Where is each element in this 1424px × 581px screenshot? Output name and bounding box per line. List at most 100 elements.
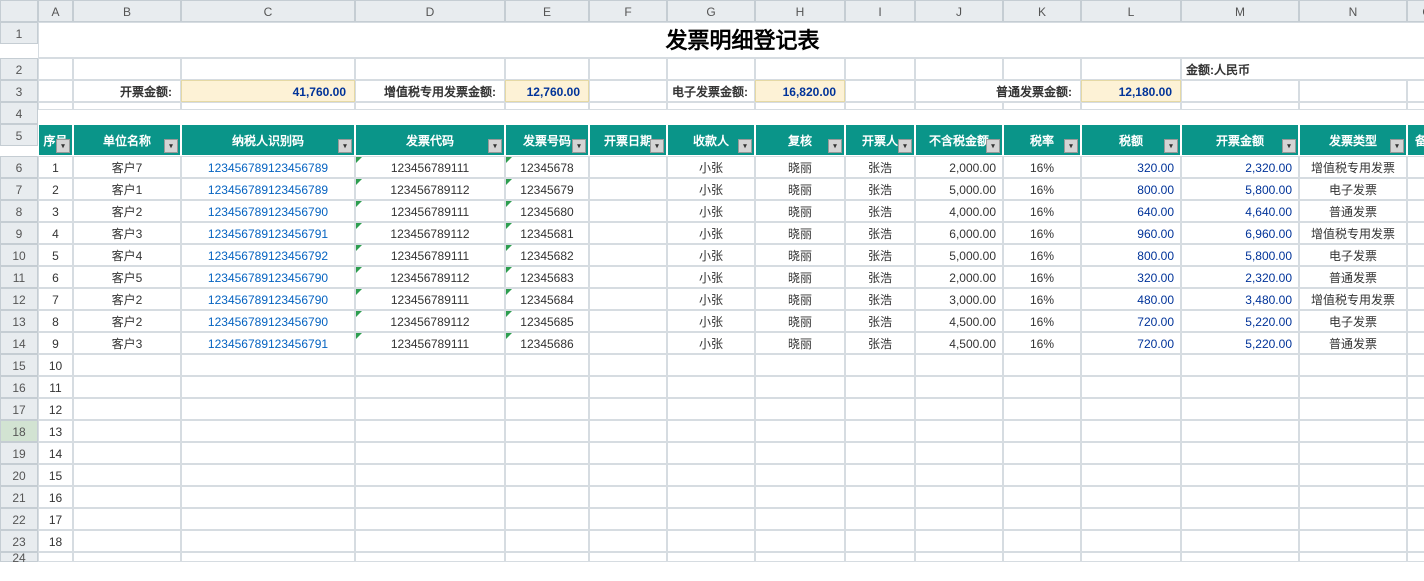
- cell-empty[interactable]: [1299, 442, 1407, 464]
- cell-tax-rate[interactable]: 16%: [1003, 332, 1081, 354]
- cell-empty[interactable]: [1181, 354, 1299, 376]
- cell-empty[interactable]: [755, 442, 845, 464]
- row-header-14[interactable]: 14: [0, 332, 38, 354]
- cell-empty[interactable]: [505, 58, 589, 80]
- cell-customer[interactable]: 客户2: [73, 310, 181, 332]
- col-header-D[interactable]: D: [355, 0, 505, 22]
- cell-payee[interactable]: 小张: [667, 288, 755, 310]
- cell-issuer[interactable]: 张浩: [845, 156, 915, 178]
- cell-empty[interactable]: [845, 376, 915, 398]
- col-header-I[interactable]: I: [845, 0, 915, 22]
- cell-empty[interactable]: [589, 80, 667, 102]
- cell-invoice-type[interactable]: 增值税专用发票: [1299, 156, 1407, 178]
- cell-payee[interactable]: 小张: [667, 244, 755, 266]
- cell-tax-amount[interactable]: 800.00: [1081, 178, 1181, 200]
- row-header-15[interactable]: 15: [0, 354, 38, 376]
- cell-taxpayer-id[interactable]: 123456789123456790: [181, 200, 355, 222]
- cell-tax-amount[interactable]: 320.00: [1081, 266, 1181, 288]
- cell-empty[interactable]: [1181, 486, 1299, 508]
- cell-customer[interactable]: 客户2: [73, 200, 181, 222]
- cell-issuer[interactable]: 张浩: [845, 266, 915, 288]
- cell-empty[interactable]: [667, 530, 755, 552]
- cell-customer[interactable]: 客户5: [73, 266, 181, 288]
- row-header-16[interactable]: 16: [0, 376, 38, 398]
- cell-empty[interactable]: [755, 354, 845, 376]
- cell-net-amount[interactable]: 6,000.00: [915, 222, 1003, 244]
- cell-empty[interactable]: [845, 420, 915, 442]
- cell-net-amount[interactable]: 2,000.00: [915, 156, 1003, 178]
- cell-empty[interactable]: [181, 354, 355, 376]
- cell-payee[interactable]: 小张: [667, 156, 755, 178]
- cell-empty[interactable]: [1407, 420, 1424, 442]
- cell-customer[interactable]: 客户4: [73, 244, 181, 266]
- table-header-11[interactable]: 税额▾: [1081, 124, 1181, 156]
- col-header-K[interactable]: K: [1003, 0, 1081, 22]
- cell-empty[interactable]: [1181, 420, 1299, 442]
- row-header-8[interactable]: 8: [0, 200, 38, 222]
- cell-empty[interactable]: [667, 376, 755, 398]
- cell-empty[interactable]: [355, 376, 505, 398]
- cell-seq[interactable]: 9: [38, 332, 73, 354]
- cell-empty[interactable]: [505, 464, 589, 486]
- cell-empty[interactable]: [1081, 486, 1181, 508]
- cell-invoice-number[interactable]: 12345685: [505, 310, 589, 332]
- cell-empty[interactable]: [73, 420, 181, 442]
- cell-invoice-date[interactable]: [589, 288, 667, 310]
- cell-empty[interactable]: [355, 442, 505, 464]
- cell-empty[interactable]: [505, 442, 589, 464]
- table-header-4[interactable]: 发票号码▾: [505, 124, 589, 156]
- cell-invoice-date[interactable]: [589, 222, 667, 244]
- cell-empty[interactable]: [505, 354, 589, 376]
- cell-empty[interactable]: [505, 376, 589, 398]
- cell-empty[interactable]: [667, 354, 755, 376]
- cell-empty[interactable]: [915, 552, 1003, 562]
- cell-total-amount[interactable]: 5,800.00: [1181, 178, 1299, 200]
- filter-icon[interactable]: ▾: [572, 139, 586, 153]
- cell-empty[interactable]: [589, 102, 667, 110]
- cell-tax-rate[interactable]: 16%: [1003, 266, 1081, 288]
- cell-invoice-code[interactable]: 123456789112: [355, 178, 505, 200]
- cell-empty[interactable]: [1003, 398, 1081, 420]
- cell-empty[interactable]: [1407, 530, 1424, 552]
- cell-payee[interactable]: 小张: [667, 332, 755, 354]
- cell-empty[interactable]: [755, 486, 845, 508]
- cell-empty[interactable]: [1299, 486, 1407, 508]
- cell-empty[interactable]: [1407, 464, 1424, 486]
- cell-empty[interactable]: [845, 354, 915, 376]
- cell-empty[interactable]: [589, 552, 667, 562]
- cell-tax-amount[interactable]: 960.00: [1081, 222, 1181, 244]
- cell-empty[interactable]: [1003, 552, 1081, 562]
- cell-empty[interactable]: [915, 420, 1003, 442]
- cell-empty[interactable]: [1407, 398, 1424, 420]
- cell-empty[interactable]: [915, 508, 1003, 530]
- cell-seq[interactable]: 16: [38, 486, 73, 508]
- filter-icon[interactable]: ▾: [1164, 139, 1178, 153]
- row-header-9[interactable]: 9: [0, 222, 38, 244]
- table-header-12[interactable]: 开票金额▾: [1181, 124, 1299, 156]
- cell-empty[interactable]: [1181, 80, 1299, 102]
- cell-empty[interactable]: [1003, 442, 1081, 464]
- cell-empty[interactable]: [755, 376, 845, 398]
- select-all-corner[interactable]: [0, 0, 38, 22]
- cell-empty[interactable]: [1181, 508, 1299, 530]
- cell-empty[interactable]: [589, 442, 667, 464]
- cell-empty[interactable]: [1299, 80, 1407, 102]
- cell-tax-rate[interactable]: 16%: [1003, 222, 1081, 244]
- cell-empty[interactable]: [1181, 102, 1299, 110]
- table-header-0[interactable]: 序号▾: [38, 124, 73, 156]
- cell-empty[interactable]: [915, 58, 1003, 80]
- cell-empty[interactable]: [505, 486, 589, 508]
- col-header-B[interactable]: B: [73, 0, 181, 22]
- cell-empty[interactable]: [73, 398, 181, 420]
- cell-empty[interactable]: [505, 508, 589, 530]
- cell-empty[interactable]: [1081, 420, 1181, 442]
- cell-note[interactable]: [1407, 156, 1424, 178]
- cell-seq[interactable]: 3: [38, 200, 73, 222]
- cell-net-amount[interactable]: 5,000.00: [915, 178, 1003, 200]
- cell-net-amount[interactable]: 2,000.00: [915, 266, 1003, 288]
- cell-empty[interactable]: [1181, 552, 1299, 562]
- cell-empty[interactable]: [589, 530, 667, 552]
- cell-empty[interactable]: [915, 442, 1003, 464]
- cell-issuer[interactable]: 张浩: [845, 288, 915, 310]
- cell-tax-amount[interactable]: 720.00: [1081, 310, 1181, 332]
